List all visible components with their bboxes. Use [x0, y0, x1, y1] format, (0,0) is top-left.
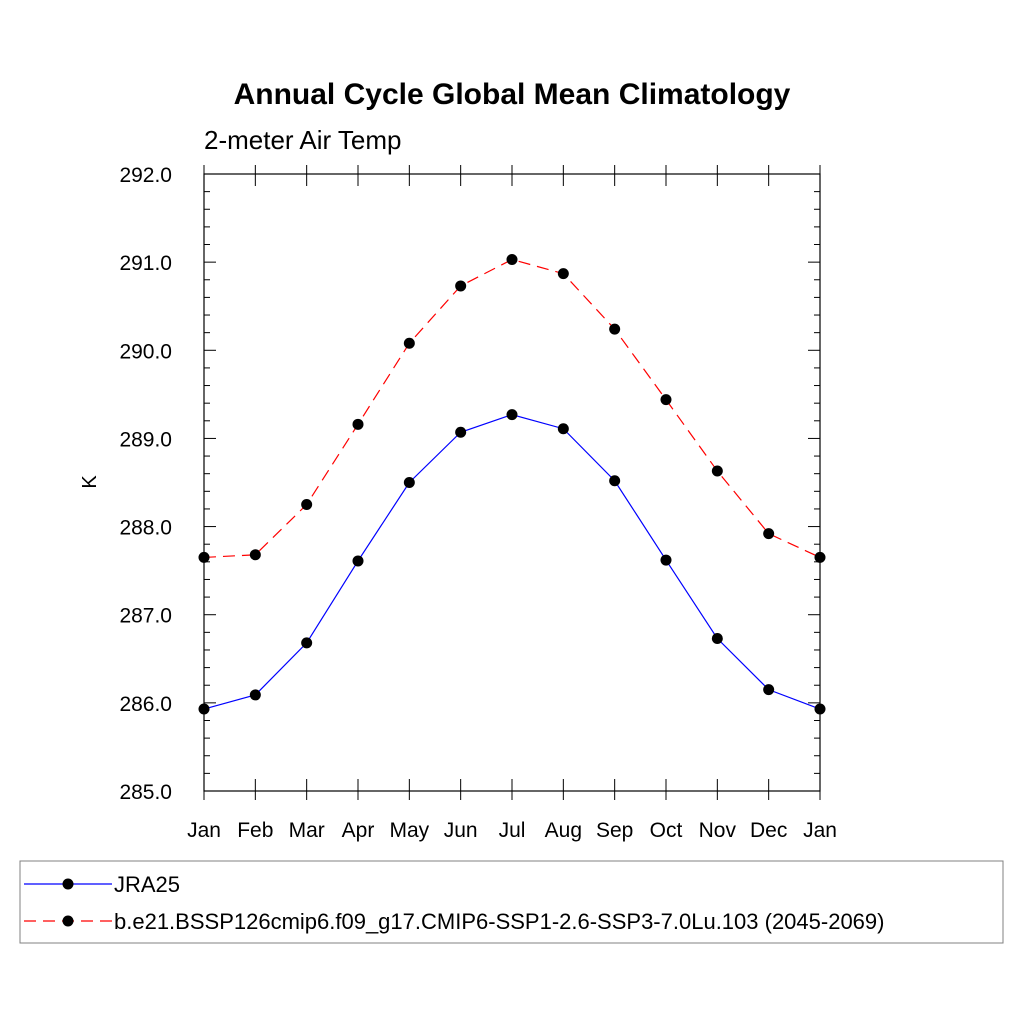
series-2-point: [660, 394, 672, 406]
legend-marker-2: [62, 915, 74, 927]
series-2-point: [198, 551, 210, 563]
x-tick-label: Jan: [187, 819, 221, 842]
series-1-point: [403, 477, 415, 488]
y-tick-label: 290.0: [119, 340, 172, 363]
series-1-point: [198, 703, 210, 715]
legend-box: [19, 860, 1004, 944]
x-tick-label: May: [389, 819, 429, 842]
series-2-point: [403, 337, 415, 349]
series-1-point: [249, 689, 261, 701]
series-1-point: [711, 633, 723, 645]
x-tick-label: Mar: [289, 819, 325, 842]
y-tick-label: 286.0: [119, 693, 172, 716]
y-axis-label: K: [79, 475, 101, 489]
series-2-point: [249, 549, 261, 561]
y-tick-label: 287.0: [119, 605, 172, 628]
chart-subtitle: 2-meter Air Temp: [204, 125, 401, 155]
x-tick-label: Feb: [237, 819, 273, 842]
chart-title: Annual Cycle Global Mean Climatology: [234, 78, 791, 111]
y-tick-label: 288.0: [119, 517, 172, 540]
x-tick-label: Jan: [803, 819, 837, 842]
x-tick-label: Apr: [342, 819, 375, 842]
x-tick-label: Jun: [444, 819, 478, 842]
legend-label-1: JRA25: [114, 872, 180, 897]
legend-label-2: b.e21.BSSP126cmip6.f09_g17.CMIP6-SSP1-2.…: [114, 909, 884, 934]
series-2-point: [814, 551, 826, 563]
y-tick-label: 291.0: [119, 252, 172, 275]
y-tick-label: 289.0: [119, 428, 172, 451]
series-1-point: [352, 555, 364, 567]
x-tick-label: Dec: [750, 819, 787, 842]
series-2-point: [711, 465, 723, 477]
x-tick-label: Aug: [545, 819, 582, 842]
series-group: [198, 253, 826, 715]
x-tick-label: Jul: [499, 819, 526, 842]
x-tick-label: Nov: [699, 819, 737, 842]
series-1-point: [660, 554, 672, 566]
x-tick-label: Sep: [596, 819, 633, 842]
y-tick-label: 292.0: [119, 164, 172, 187]
series-2-point: [301, 499, 313, 511]
series-2-point: [763, 528, 775, 540]
legend: JRA25 b.e21.BSSP126cmip6.f09_g17.CMIP6-SS…: [19, 860, 1004, 944]
series-1-point: [609, 475, 621, 487]
series-1-point: [814, 703, 826, 715]
series-1-point: [763, 684, 775, 696]
series-2-point: [506, 253, 518, 265]
series-1-point: [301, 637, 313, 649]
x-tick-label: Oct: [650, 819, 683, 842]
series-2-point: [455, 280, 467, 292]
series-2-point: [352, 418, 364, 430]
series-1-point: [506, 409, 518, 421]
series-1-point: [557, 423, 569, 435]
y-tick-label: 285.0: [119, 781, 172, 804]
legend-marker-1: [62, 878, 74, 890]
series-1-point: [455, 426, 467, 438]
series-2-point: [609, 323, 621, 335]
ticks-group: Jan Feb Mar Apr May Jun Jul Aug Sep Oct Nov Dec Jan 2…: [119, 164, 836, 842]
series-2-point: [557, 268, 569, 280]
